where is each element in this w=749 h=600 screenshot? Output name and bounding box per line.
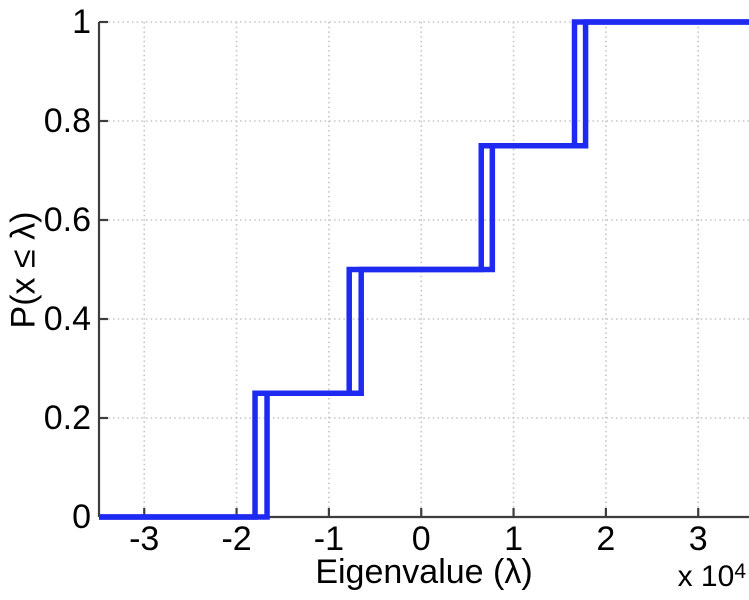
y-tick-label: 0.6	[44, 201, 91, 239]
x-axis-multiplier-base: x 10	[677, 560, 735, 593]
x-tick-label: 0	[412, 520, 431, 558]
x-axis-multiplier-exponent: 4	[734, 560, 746, 583]
x-tick-label: -1	[314, 520, 344, 558]
x-tick-label: 2	[596, 520, 615, 558]
y-axis-label: P(x ≤ λ)	[4, 211, 43, 329]
y-tick-label: 0.2	[44, 399, 91, 437]
x-tick-label: -2	[221, 520, 251, 558]
y-tick-label: 0.4	[44, 300, 91, 338]
y-tick-label: 0	[72, 498, 91, 536]
y-tick-label: 1	[72, 3, 91, 41]
cdf-step-curve	[99, 19, 749, 520]
y-tick-label: 0.8	[44, 102, 91, 140]
x-axis-label: Eigenvalue (λ)	[315, 553, 533, 591]
x-tick-label: 3	[689, 520, 708, 558]
x-tick-label: -3	[129, 520, 159, 558]
x-tick-label: 1	[504, 520, 523, 558]
x-axis-multiplier: x 104	[678, 560, 746, 594]
